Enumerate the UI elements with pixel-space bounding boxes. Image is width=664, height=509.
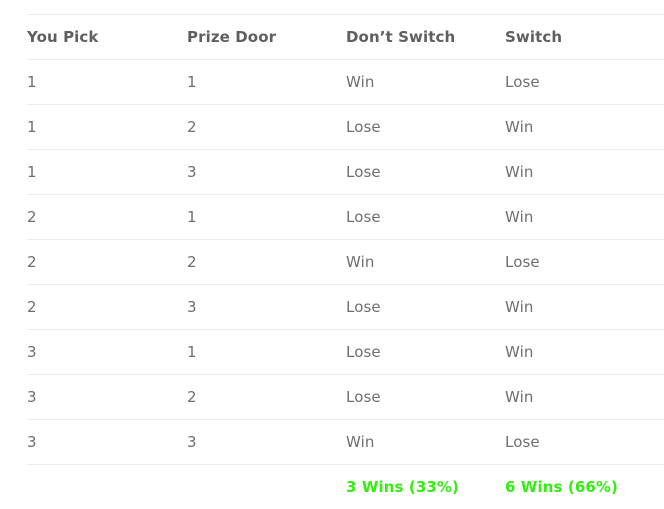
you-pick-cell: 2 <box>27 208 37 226</box>
table-row: 3 3 Win Lose <box>27 420 664 465</box>
switch-cell: Win <box>505 388 534 406</box>
prize-door-cell: 1 <box>187 208 197 226</box>
switch-cell: Win <box>505 208 534 226</box>
you-pick-cell: 3 <box>27 433 37 451</box>
table-row: 2 2 Win Lose <box>27 240 664 285</box>
table-row: 3 2 Lose Win <box>27 375 664 420</box>
monty-hall-table: You Pick Prize Door Don’t Switch Switch … <box>27 14 664 509</box>
dont-switch-cell: Win <box>346 73 375 91</box>
dont-switch-cell: Lose <box>346 163 381 181</box>
prize-door-cell: 1 <box>187 343 197 361</box>
you-pick-cell: 1 <box>27 163 37 181</box>
prize-door-cell: 3 <box>187 433 197 451</box>
header-switch: Switch <box>505 28 563 46</box>
you-pick-cell: 1 <box>27 118 37 136</box>
switch-cell: Win <box>505 343 534 361</box>
header-you-pick: You Pick <box>27 28 99 46</box>
table-row: 1 1 Win Lose <box>27 60 664 105</box>
header-prize-door: Prize Door <box>187 28 277 46</box>
dont-switch-cell: Win <box>346 433 375 451</box>
switch-cell: Win <box>505 298 534 316</box>
you-pick-cell: 1 <box>27 73 37 91</box>
switch-total: 6 Wins (66%) <box>505 478 618 496</box>
dont-switch-cell: Lose <box>346 118 381 136</box>
prize-door-cell: 3 <box>187 163 197 181</box>
table-row: 1 2 Lose Win <box>27 105 664 150</box>
you-pick-cell: 3 <box>27 388 37 406</box>
totals-row: 3 Wins (33%) 6 Wins (66%) <box>27 465 664 509</box>
switch-cell: Lose <box>505 433 540 451</box>
switch-cell: Lose <box>505 73 540 91</box>
prize-door-cell: 1 <box>187 73 197 91</box>
dont-switch-cell: Lose <box>346 343 381 361</box>
table-row: 2 1 Lose Win <box>27 195 664 240</box>
switch-cell: Lose <box>505 253 540 271</box>
table-row: 3 1 Lose Win <box>27 330 664 375</box>
you-pick-cell: 2 <box>27 253 37 271</box>
dont-switch-total: 3 Wins (33%) <box>346 478 459 496</box>
prize-door-cell: 3 <box>187 298 197 316</box>
table-row: 1 3 Lose Win <box>27 150 664 195</box>
you-pick-cell: 3 <box>27 343 37 361</box>
header-dont-switch: Don’t Switch <box>346 28 456 46</box>
dont-switch-cell: Lose <box>346 388 381 406</box>
table-header-row: You Pick Prize Door Don’t Switch Switch <box>27 15 664 60</box>
dont-switch-cell: Win <box>346 253 375 271</box>
table-row: 2 3 Lose Win <box>27 285 664 330</box>
prize-door-cell: 2 <box>187 388 197 406</box>
dont-switch-cell: Lose <box>346 208 381 226</box>
prize-door-cell: 2 <box>187 118 197 136</box>
dont-switch-cell: Lose <box>346 298 381 316</box>
switch-cell: Win <box>505 118 534 136</box>
prize-door-cell: 2 <box>187 253 197 271</box>
you-pick-cell: 2 <box>27 298 37 316</box>
switch-cell: Win <box>505 163 534 181</box>
